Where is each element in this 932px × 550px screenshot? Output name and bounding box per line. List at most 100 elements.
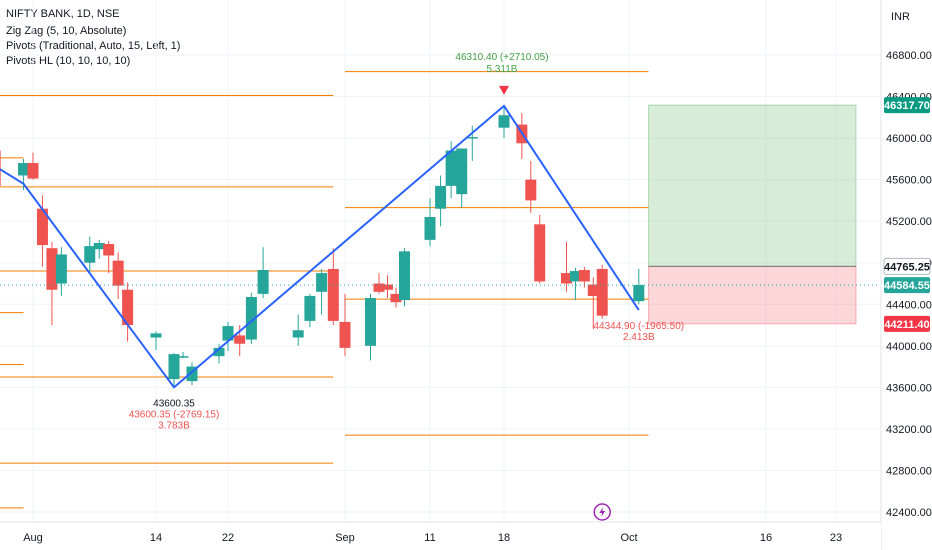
price-tick-label: 43600.00	[886, 382, 932, 394]
price-tick-label: 44000.00	[886, 341, 932, 353]
candle-body	[36, 208, 48, 246]
price-label-text: 46317.70	[884, 100, 930, 112]
candle	[112, 252, 124, 300]
candle	[55, 247, 67, 296]
time-tick-label: 11	[424, 532, 435, 544]
candle	[498, 105, 510, 139]
candle-body	[316, 273, 328, 292]
candle-body	[122, 289, 134, 326]
lightning-glyph-icon	[599, 507, 606, 517]
candle-body	[339, 321, 351, 348]
candle	[245, 292, 257, 344]
candle-body	[390, 293, 402, 303]
annotation-text: 43600.35	[153, 398, 195, 409]
candle-body	[84, 246, 96, 263]
candle	[304, 293, 316, 328]
candle	[561, 241, 572, 292]
time-tick-label: 16	[760, 532, 772, 544]
price-axis[interactable]: INR 42400.00 42800.00 43200.00 43600.00 44000…	[880, 0, 932, 550]
candle-body	[222, 326, 234, 341]
candle	[186, 362, 198, 386]
candle-body	[304, 295, 316, 321]
price-label-entry: 44765.25	[883, 257, 931, 275]
candle	[177, 352, 189, 359]
candle	[222, 321, 234, 352]
candle-body	[498, 115, 510, 128]
indicator-pivots-label[interactable]: Pivots (Traditional, Auto, 15, Left, 1)	[6, 40, 181, 52]
candle-body	[525, 179, 537, 201]
indicator-pivots-hl-label[interactable]: Pivots HL (10, 10, 10, 10)	[6, 55, 131, 67]
candle	[456, 148, 468, 208]
price-label-bg	[884, 277, 930, 294]
candle-body	[569, 271, 581, 282]
time-tick-label: 22	[222, 532, 234, 544]
candle-body	[373, 283, 385, 292]
candle-body	[292, 330, 304, 338]
candle-body	[382, 284, 393, 290]
target-zone	[648, 104, 857, 267]
candle	[213, 343, 225, 364]
price-tick-label: 43200.00	[886, 424, 932, 436]
price-tick-label: 42400.00	[886, 507, 932, 519]
price-axis-bg	[881, 0, 932, 550]
time-axis[interactable]: Aug 14 22 Sep 11 18 Oct 16 23	[0, 521, 881, 550]
candle-body	[0, 150, 1, 186]
candle	[327, 248, 339, 326]
annotation-text: 46310.40 (+2710.05)	[455, 52, 548, 63]
candle-body	[150, 333, 162, 338]
candle	[257, 247, 269, 299]
time-tick-label: Aug	[23, 532, 43, 544]
candle-body	[186, 366, 198, 382]
stop-zone	[648, 265, 857, 325]
candle-body	[55, 254, 67, 284]
candle	[596, 264, 608, 319]
candle-body	[177, 356, 189, 358]
candle	[292, 314, 304, 346]
annotation-text: 3.783B	[158, 420, 190, 431]
candle-body	[168, 354, 180, 380]
event-marker[interactable]	[593, 503, 611, 521]
candle-body	[399, 251, 410, 301]
candle	[382, 275, 393, 299]
candle	[36, 195, 48, 267]
candle-body	[445, 150, 457, 186]
candle	[103, 240, 115, 274]
candle-body	[213, 347, 225, 357]
price-label-text: 44211.40	[884, 319, 929, 331]
indicator-zigzag-label[interactable]: Zig Zag (5, 10, Absolute)	[6, 25, 127, 37]
candle-body	[596, 268, 608, 316]
candle	[150, 331, 162, 350]
long-position-tool[interactable]	[648, 104, 857, 325]
candle	[534, 214, 546, 284]
time-tick-label: Sep	[335, 532, 355, 544]
zigzag-annotations: 46310.40 (+2710.05)5.311B 43600.3543600.3…	[129, 52, 684, 431]
annotation-text: 43600.35 (-2769.15)	[129, 409, 220, 420]
candle	[339, 293, 351, 357]
candle	[365, 293, 376, 361]
candle-body	[327, 268, 339, 321]
candle-body	[534, 224, 546, 282]
price-label-bg	[884, 315, 930, 332]
candle	[399, 248, 410, 307]
peak-marker-icon	[499, 85, 509, 95]
candle	[516, 113, 528, 159]
price-label-text: 44765.25	[884, 261, 930, 273]
price-tick-label: 45200.00	[886, 216, 932, 228]
candles	[0, 105, 645, 388]
candle-body	[435, 185, 447, 209]
symbol-title[interactable]: NIFTY BANK, 1D, NSE	[6, 8, 120, 20]
zigzag-indicator	[0, 104, 640, 389]
annotation-text: 2.413B	[623, 332, 655, 343]
price-tick-label: 45600.00	[886, 175, 932, 187]
price-label-bg	[884, 97, 930, 114]
candle	[578, 266, 590, 288]
candle	[587, 277, 599, 330]
candle-body	[456, 148, 468, 195]
candle-body	[112, 260, 124, 286]
zigzag-line	[0, 104, 640, 389]
price-label-text: 44584.55	[884, 280, 930, 292]
price-label-bg	[883, 257, 931, 275]
candle	[633, 268, 645, 305]
price-tick-label: 44400.00	[886, 299, 932, 311]
